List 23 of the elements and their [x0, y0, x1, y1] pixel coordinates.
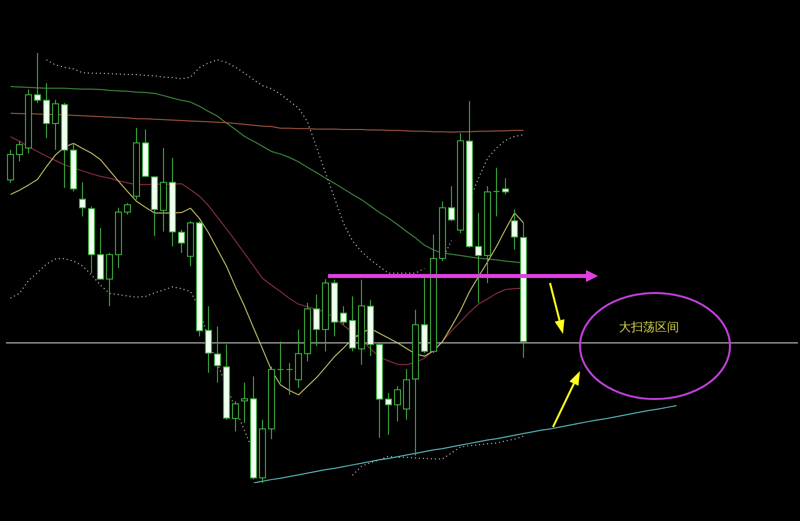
candlestick	[340, 306, 347, 326]
candlestick	[43, 82, 50, 139]
candlestick	[241, 382, 248, 424]
candlestick	[205, 306, 212, 374]
candlestick	[277, 341, 284, 384]
annotation: 大扫荡区间	[619, 320, 679, 334]
candlestick	[511, 209, 518, 250]
candlestick	[34, 52, 41, 104]
candlestick	[232, 400, 239, 432]
candlestick	[385, 392, 392, 436]
candlestick	[178, 229, 185, 254]
candlestick	[16, 140, 23, 162]
candlestick	[502, 178, 509, 195]
candlestick	[448, 186, 455, 222]
candlestick	[124, 202, 131, 216]
candlestick	[79, 182, 86, 217]
candlestick	[313, 294, 320, 347]
candlestick	[493, 167, 500, 217]
candlestick	[214, 326, 221, 384]
candlestick	[52, 99, 59, 150]
candlestick	[394, 386, 401, 422]
candlestick	[286, 362, 293, 396]
candlestick	[475, 212, 482, 304]
